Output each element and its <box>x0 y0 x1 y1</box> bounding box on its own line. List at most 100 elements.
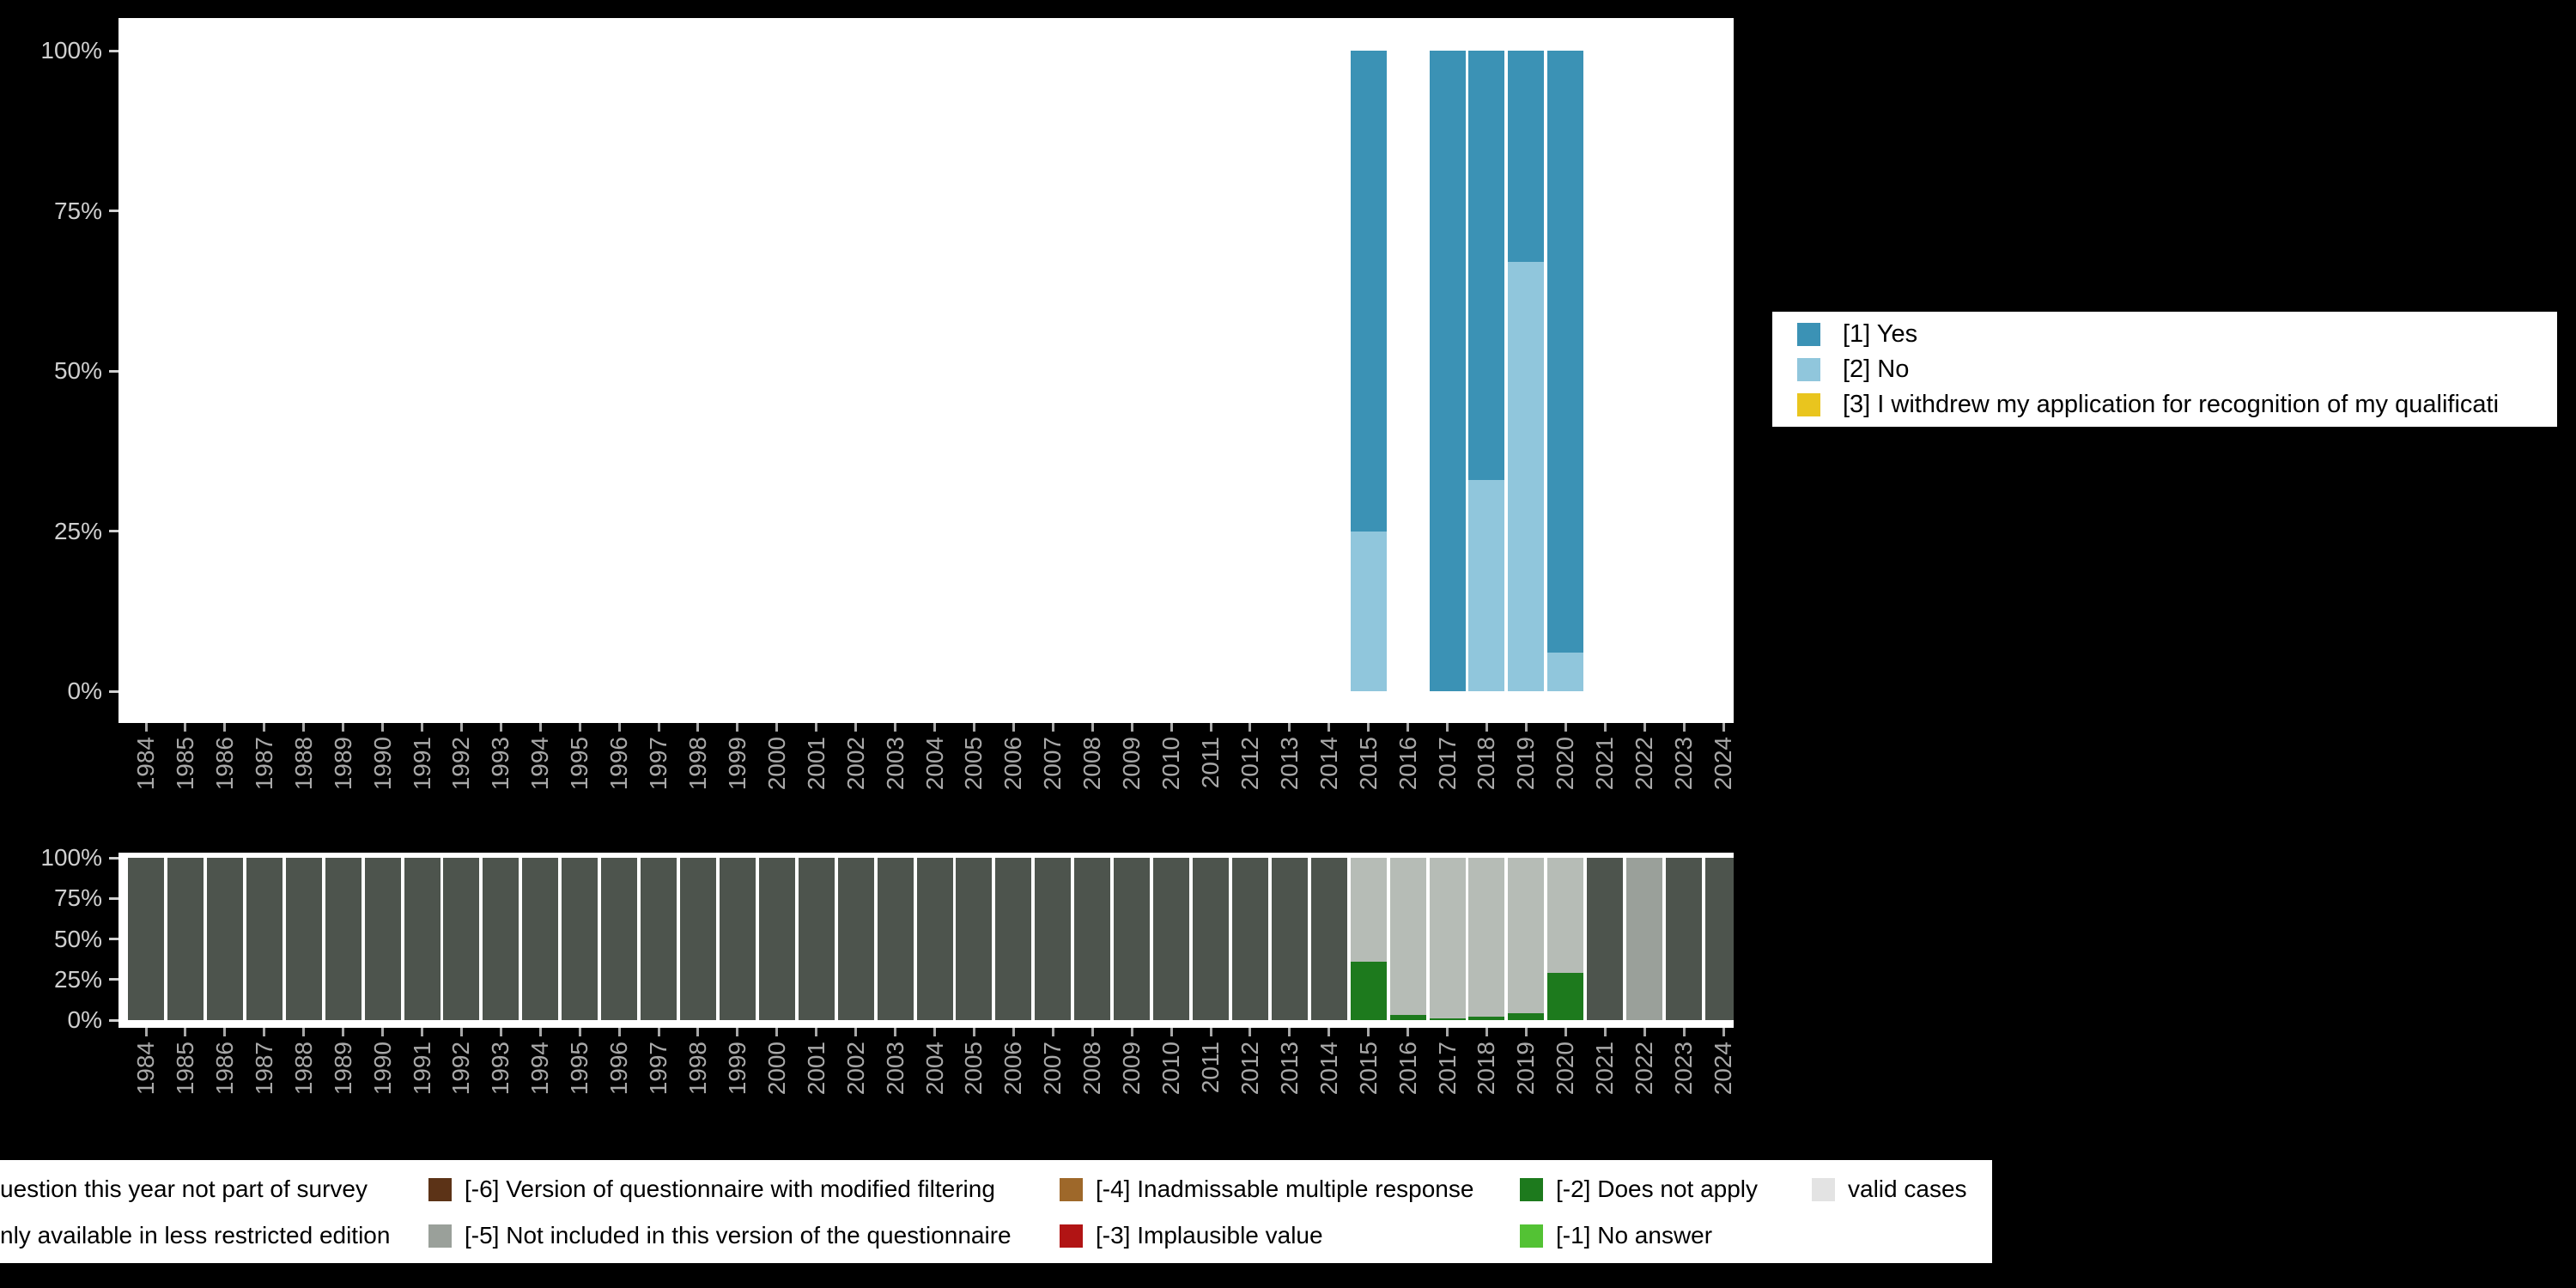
x-axis-tick <box>775 723 779 732</box>
y-axis-tick <box>109 1018 118 1022</box>
x-axis-tick <box>1722 723 1725 732</box>
x-axis-year-label: 1998 <box>683 1042 711 1096</box>
x-axis-tick <box>1327 723 1331 732</box>
x-axis-tick <box>223 723 227 732</box>
x-axis-tick <box>1367 1028 1370 1036</box>
x-axis-tick <box>1249 723 1252 732</box>
x-axis-tick <box>617 723 621 732</box>
x-axis-year-label: 1984 <box>132 737 159 791</box>
x-axis-year-label: 1993 <box>487 737 514 791</box>
x-axis-tick <box>1485 1028 1488 1036</box>
y-axis-tick <box>109 938 118 940</box>
distribution-plot-area <box>118 18 1734 723</box>
x-axis-tick <box>381 723 384 732</box>
x-axis-year-label: 2007 <box>1039 737 1066 791</box>
bar-segment <box>1508 858 1545 1014</box>
bar-segment <box>641 858 677 1020</box>
x-axis-tick <box>1091 1028 1094 1036</box>
bar-segment <box>246 858 283 1020</box>
bar-segment <box>404 858 440 1020</box>
x-axis-year-label: 1989 <box>329 1042 356 1096</box>
bar-segment <box>1587 858 1624 1020</box>
x-axis-tick <box>421 1028 423 1036</box>
y-axis-tick <box>109 210 118 212</box>
legend-color-swatch <box>1060 1177 1083 1201</box>
bar-segment <box>167 858 204 1020</box>
x-axis-tick <box>1603 723 1607 732</box>
missing-legend-item: valid cases <box>1812 1176 1967 1202</box>
x-axis-year-label: 1995 <box>566 737 593 791</box>
y-axis-label: 25% <box>53 517 102 544</box>
x-axis-year-label: 2005 <box>960 1042 987 1096</box>
bar-segment <box>364 858 401 1020</box>
x-axis-year-label: 1992 <box>447 737 475 791</box>
x-axis-tick <box>1564 1028 1567 1036</box>
x-axis-year-label: 1986 <box>210 1042 238 1096</box>
bar-segment <box>483 858 519 1020</box>
bar-segment <box>1468 858 1505 1018</box>
y-axis-label: 75% <box>53 884 102 912</box>
x-axis-year-label: 2014 <box>1315 1042 1342 1096</box>
y-axis-label: 100% <box>40 844 102 871</box>
x-axis-tick <box>263 723 266 732</box>
bar-segment <box>916 858 953 1020</box>
legend-label: [-6] Version of questionnaire with modif… <box>465 1176 995 1202</box>
x-axis-tick <box>144 1028 148 1036</box>
legend-color-swatch <box>1812 1177 1835 1201</box>
bar-segment <box>562 858 598 1020</box>
missing-legend-item: [-4] Inadmissable multiple response <box>1060 1176 1473 1202</box>
missing-values-legend: uestion this year not part of survey [-6]… <box>0 1160 1992 1263</box>
bar-segment <box>1468 51 1505 480</box>
bar-segment <box>1271 858 1308 1020</box>
x-axis-year-label: 2006 <box>999 737 1027 791</box>
missing-legend-item: [-3] Implausible value <box>1060 1222 1323 1249</box>
x-axis-year-label: 1988 <box>289 1042 317 1096</box>
bar-segment <box>1508 51 1545 263</box>
x-axis-year-label: 1990 <box>368 737 396 791</box>
bar-segment <box>679 858 716 1020</box>
x-axis-year-label: 2016 <box>1394 1042 1421 1096</box>
x-axis-year-label: 2024 <box>1710 1042 1736 1096</box>
x-axis-year-label: 1994 <box>526 737 554 791</box>
x-axis-tick <box>1682 1028 1686 1036</box>
x-axis-tick <box>1249 1028 1252 1036</box>
bar-segment <box>601 858 638 1020</box>
x-axis-year-label: 2012 <box>1236 737 1263 791</box>
bar-segment <box>1547 973 1584 1020</box>
x-axis-tick <box>538 723 542 732</box>
x-axis-year-label: 2018 <box>1473 737 1500 791</box>
x-axis-year-label: 2008 <box>1078 1042 1106 1096</box>
x-axis-tick <box>1682 723 1686 732</box>
bar-segment <box>1705 858 1734 1020</box>
bar-segment <box>325 858 361 1020</box>
x-axis-year-label: 2013 <box>1275 1042 1303 1096</box>
bar-segment <box>1350 858 1387 962</box>
x-axis-tick <box>1406 723 1410 732</box>
bar-segment <box>1114 858 1151 1020</box>
x-axis-tick <box>657 1028 660 1036</box>
missing-legend-item: nly available in less restricted edition <box>0 1222 390 1249</box>
legend-color-swatch <box>428 1224 452 1248</box>
bar-segment <box>285 858 322 1020</box>
legend-color-swatch <box>1060 1224 1083 1248</box>
x-axis-year-label: 2000 <box>762 737 790 791</box>
x-axis-year-label: 1991 <box>408 737 435 791</box>
legend-label: [3] I withdrew my application for recogn… <box>1843 391 2500 418</box>
y-axis-tick <box>109 690 118 693</box>
x-axis-year-label: 2020 <box>1552 1042 1579 1096</box>
x-axis-year-label: 1985 <box>171 1042 198 1096</box>
bar-segment <box>1468 1017 1505 1020</box>
x-axis-year-label: 2015 <box>1354 1042 1382 1096</box>
bar-segment <box>1508 1013 1545 1020</box>
x-axis-tick <box>381 1028 384 1036</box>
bar-segment <box>1074 858 1111 1020</box>
x-axis-year-label: 1989 <box>329 737 356 791</box>
bar-segment <box>1350 531 1387 691</box>
bar-segment <box>837 858 874 1020</box>
bar-segment <box>719 858 756 1020</box>
x-axis-tick <box>1170 1028 1173 1036</box>
bar-segment <box>206 858 243 1020</box>
x-axis-year-label: 2001 <box>802 1042 829 1096</box>
x-axis-tick <box>302 723 306 732</box>
x-axis-tick <box>972 1028 975 1036</box>
